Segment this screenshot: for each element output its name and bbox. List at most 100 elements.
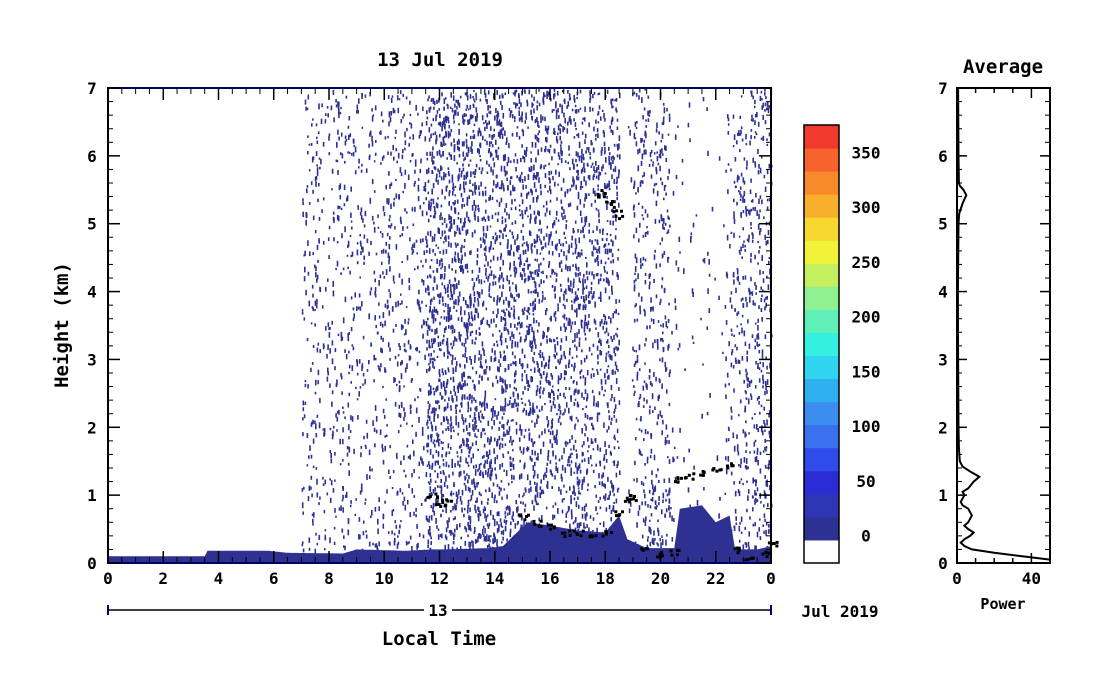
echo-speck — [329, 326, 331, 330]
echo-speck — [440, 384, 443, 389]
echo-speck — [557, 388, 560, 392]
echo-speck — [610, 98, 612, 105]
echo-speck — [470, 457, 473, 464]
echo-speck — [429, 230, 432, 237]
echo-speck — [509, 262, 511, 268]
echo-speck — [305, 106, 307, 111]
echo-speck — [707, 288, 709, 294]
echo-speck — [557, 306, 559, 312]
echo-speck — [395, 524, 398, 529]
echo-speck — [493, 518, 496, 521]
echo-speck — [429, 473, 432, 478]
echo-speck — [475, 337, 477, 341]
echo-speck — [573, 368, 575, 372]
echo-speck — [661, 539, 664, 546]
echo-speck — [438, 228, 440, 234]
echo-speck — [560, 372, 562, 379]
echo-speck — [733, 198, 735, 203]
echo-speck — [327, 278, 329, 282]
echo-speck — [496, 500, 498, 504]
echo-speck — [462, 417, 464, 421]
echo-speck — [472, 424, 474, 428]
echo-speck — [578, 155, 581, 162]
echo-speck — [467, 119, 469, 125]
echo-speck — [568, 350, 571, 356]
echo-speck — [328, 135, 330, 141]
echo-speck — [478, 332, 481, 336]
echo-speck — [578, 237, 580, 244]
echo-speck — [490, 166, 492, 173]
echo-speck — [395, 193, 398, 199]
echo-speck — [474, 359, 476, 363]
echo-speck — [502, 154, 505, 160]
echo-speck — [551, 285, 554, 288]
echo-speck — [553, 92, 556, 97]
echo-speck — [593, 91, 596, 95]
echo-speck — [407, 542, 409, 545]
echo-speck — [513, 311, 515, 317]
echo-speck — [412, 134, 414, 137]
echo-speck — [432, 270, 435, 273]
echo-speck — [579, 376, 582, 379]
echo-speck — [428, 464, 431, 470]
echo-speck — [656, 504, 658, 508]
echo-speck — [520, 397, 523, 400]
echo-speck — [521, 378, 523, 382]
echo-speck — [441, 493, 443, 500]
echo-speck — [362, 373, 365, 377]
echo-speck — [447, 418, 449, 425]
echo-speck — [445, 509, 447, 514]
echo-speck — [731, 333, 733, 336]
echo-speck — [316, 136, 318, 139]
echo-speck — [425, 235, 427, 241]
echo-speck — [512, 114, 514, 119]
echo-speck — [556, 197, 558, 201]
echo-speck — [650, 448, 653, 454]
echo-speck — [671, 537, 674, 542]
echo-speck — [480, 132, 482, 137]
echo-speck — [577, 133, 580, 138]
echo-speck — [507, 451, 510, 454]
echo-speck — [490, 471, 493, 477]
echo-speck — [592, 448, 595, 451]
echo-speck — [414, 159, 417, 164]
echo-speck — [539, 380, 542, 385]
echo-speck — [399, 345, 401, 351]
echo-speck — [426, 151, 428, 156]
echo-speck — [646, 213, 649, 218]
echo-speck — [467, 322, 469, 326]
echo-speck — [674, 476, 677, 481]
echo-speck — [555, 230, 557, 234]
echo-speck — [544, 164, 547, 167]
echo-speck — [364, 502, 366, 505]
echo-speck — [310, 486, 312, 490]
echo-speck — [522, 250, 525, 253]
echo-speck — [560, 243, 562, 246]
echo-speck — [445, 475, 447, 482]
echo-speck — [453, 138, 455, 143]
echo-speck — [447, 303, 449, 310]
echo-speck — [305, 212, 307, 218]
echo-speck — [573, 497, 576, 501]
echo-speck — [586, 397, 588, 402]
echo-speck — [596, 128, 599, 133]
echo-speck — [534, 298, 537, 303]
echo-speck — [431, 236, 434, 242]
echo-speck — [603, 483, 605, 487]
echo-speck — [659, 242, 662, 245]
echo-speck — [653, 372, 655, 377]
echo-speck — [729, 243, 731, 249]
echo-speck — [431, 465, 433, 470]
echo-speck — [595, 134, 597, 137]
echo-speck — [483, 369, 485, 375]
echo-speck — [538, 268, 540, 272]
echo-speck — [437, 227, 440, 234]
echo-speck — [549, 431, 552, 435]
echo-speck — [613, 397, 616, 402]
echo-speck — [354, 146, 357, 153]
echo-speck — [583, 441, 585, 446]
echo-speck — [450, 128, 453, 133]
echo-speck — [533, 360, 535, 364]
echo-speck — [540, 374, 543, 379]
echo-speck — [557, 395, 559, 400]
